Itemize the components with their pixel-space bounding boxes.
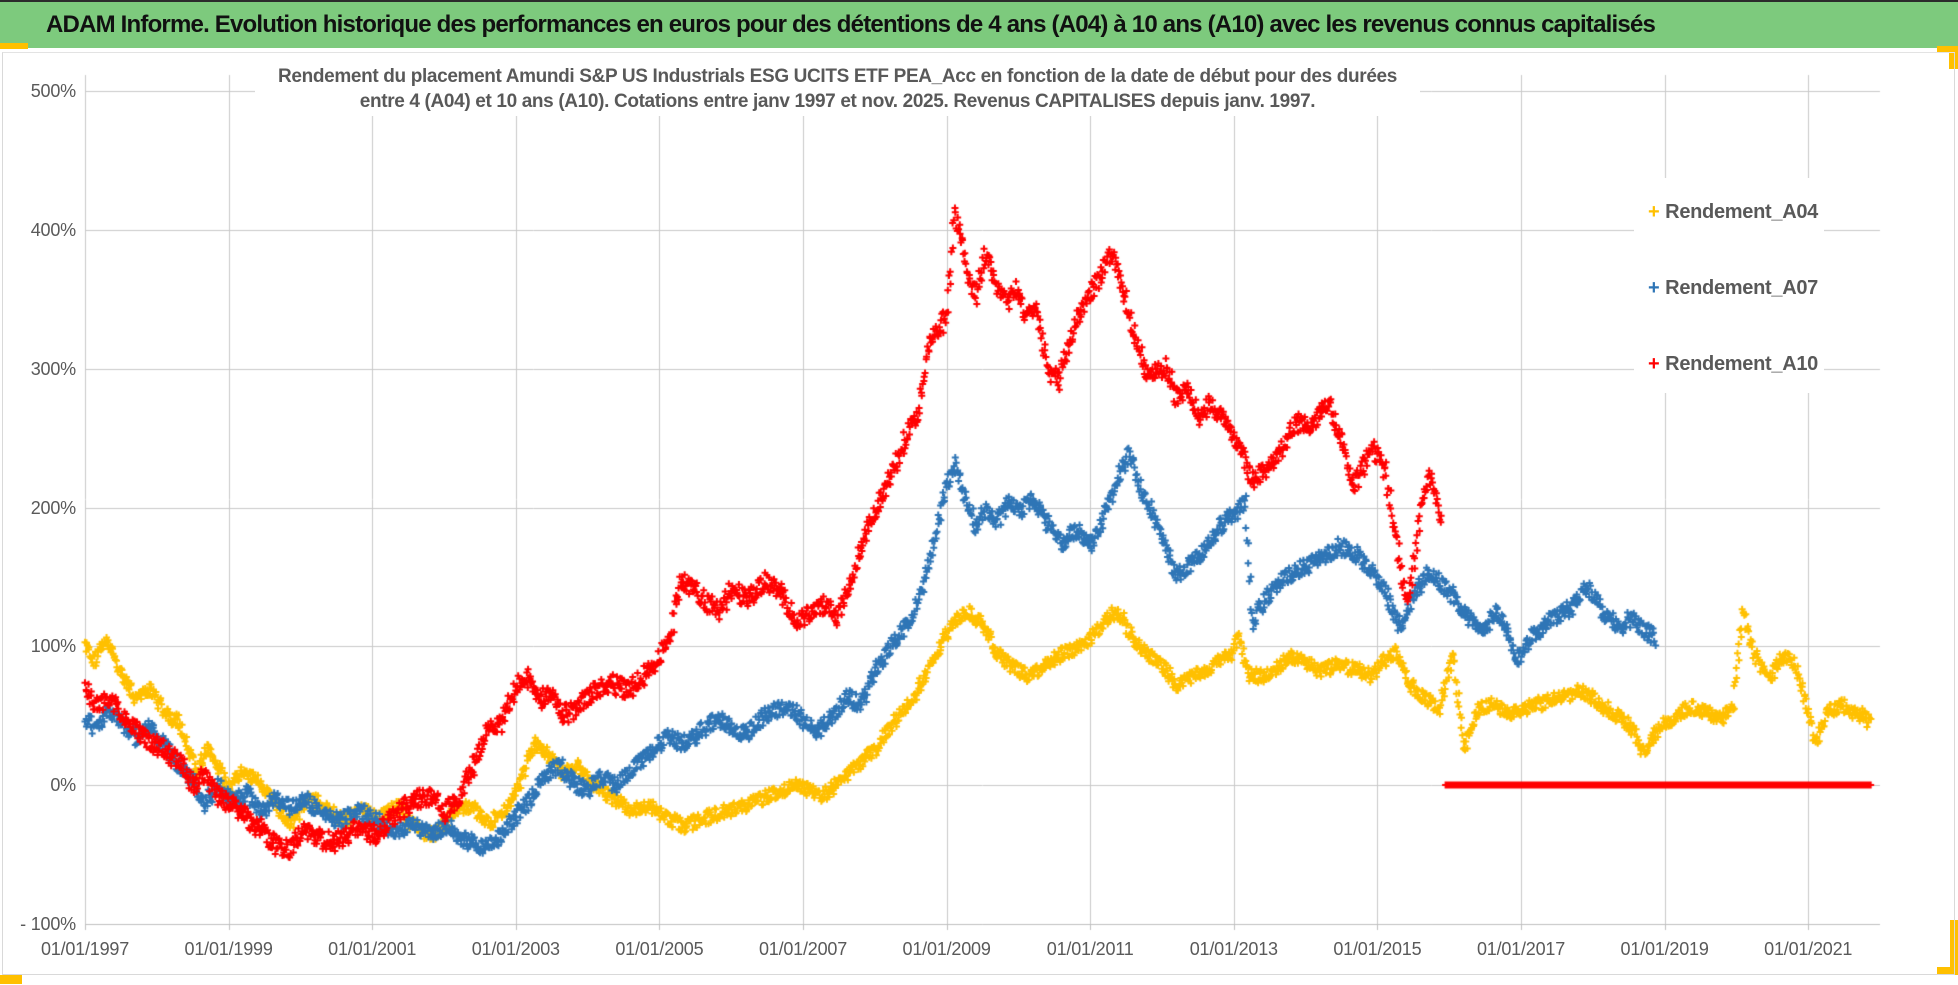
y-axis-label: - 100%	[20, 913, 76, 934]
legend-label: Rendement_A10	[1665, 352, 1818, 375]
chart-title-line2: entre 4 (A04) et 10 ans (A10). Cotations…	[359, 91, 1316, 112]
x-axis-label: 01/01/2015	[1333, 939, 1422, 959]
legend-label: Rendement_A07	[1665, 276, 1818, 299]
x-axis-label: 01/01/2021	[1764, 939, 1853, 959]
x-axis-label: 01/01/2007	[758, 939, 848, 959]
x-axis-label: 01/01/2013	[1189, 939, 1278, 959]
x-axis-label: 01/01/2017	[1476, 939, 1566, 959]
y-axis-label: 500%	[30, 81, 76, 102]
y-axis-label: 100%	[30, 636, 76, 657]
chart-title-line1: Rendement du placement Amundi S&P US Ind…	[278, 66, 1397, 87]
y-axis-label: 0%	[50, 775, 76, 795]
legend-label: Rendement_A04	[1665, 200, 1818, 223]
legend: + Rendement_A04 + Rendement_A07 + Rendement_A…	[1634, 178, 1824, 393]
legend-plus-marker-icon: +	[1648, 353, 1660, 375]
y-axis-label: 400%	[30, 220, 76, 240]
legend-item-rendement_a07[interactable]: + Rendement_A07	[1648, 273, 1818, 303]
x-axis-label: 01/01/2003	[471, 939, 560, 959]
x-axis-label: 01/01/2019	[1620, 939, 1709, 959]
legend-plus-marker-icon: +	[1648, 277, 1660, 299]
legend-item-rendement_a10[interactable]: + Rendement_A10	[1648, 349, 1818, 379]
legend-plus-marker-icon: +	[1648, 201, 1660, 223]
x-axis-label: 01/01/2011	[1046, 939, 1134, 959]
chart-title: Rendement du placement Amundi S&P US Ind…	[255, 62, 1420, 116]
legend-item-rendement_a04[interactable]: + Rendement_A04	[1648, 197, 1818, 227]
x-axis-label: 01/01/1999	[184, 939, 273, 959]
x-axis-label: 01/01/1997	[40, 939, 130, 959]
y-axis-label: 200%	[30, 497, 76, 518]
y-axis-label: 300%	[30, 358, 76, 379]
x-axis-label: 01/01/2001	[328, 939, 417, 959]
x-axis-label: 01/01/2009	[902, 939, 991, 959]
x-axis-label: 01/01/2005	[615, 939, 704, 959]
